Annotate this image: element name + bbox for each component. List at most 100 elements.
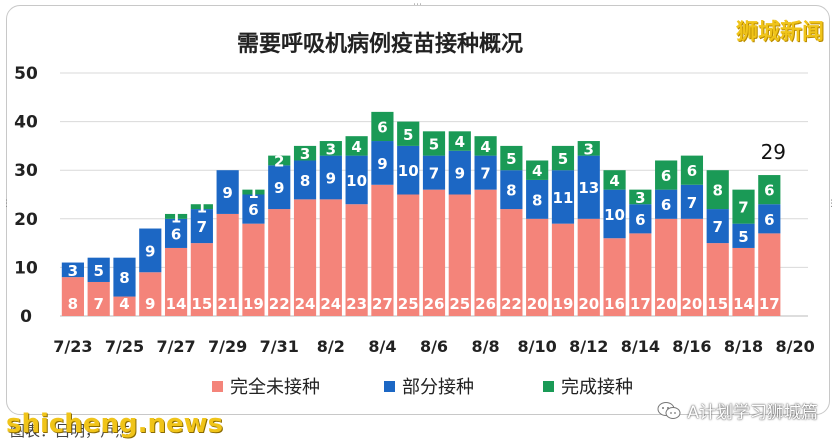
- legend: 完全未接种 部分接种 完成接种: [0, 373, 836, 399]
- legend-swatch-full: [543, 380, 554, 392]
- bar-full: [448, 131, 471, 151]
- bar-value-label: 2: [274, 152, 284, 170]
- bar-partial: [448, 150, 471, 195]
- bar-value-label: 9: [326, 169, 336, 187]
- bar-value-label: 8: [713, 182, 723, 200]
- bar-value-label: 9: [274, 179, 284, 197]
- bar-partial: [397, 145, 420, 195]
- bar-value-label: 3: [635, 189, 645, 207]
- y-tick-label: 0: [20, 307, 32, 327]
- legend-label-unvaccinated: 完全未接种: [230, 377, 320, 398]
- bar-unvaccinated: [732, 247, 755, 316]
- y-tick-label: 20: [14, 210, 38, 230]
- bar-value-label: 9: [455, 165, 465, 183]
- bar-value-label: 9: [145, 295, 155, 313]
- bar-full: [293, 145, 317, 161]
- bar-value-label: 13: [578, 179, 599, 197]
- bar-partial: [319, 155, 342, 200]
- bar-value-label: 24: [295, 295, 316, 313]
- bar-value-label: 8: [119, 269, 129, 287]
- bar-full: [680, 155, 704, 185]
- bar-value-label: 14: [166, 295, 187, 313]
- bar-unvaccinated: [706, 243, 729, 316]
- bar-partial: [655, 189, 678, 219]
- resize-handle-right[interactable]: ⋮: [827, 199, 836, 209]
- bar-partial: [474, 155, 497, 190]
- bar-value-label: 8: [506, 182, 516, 200]
- bar-value-label: 4: [480, 138, 490, 156]
- bar-unvaccinated: [680, 218, 704, 316]
- bar-partial: [629, 204, 652, 234]
- bar-value-label: 10: [398, 162, 419, 180]
- bar-partial: [603, 189, 626, 239]
- bar-value-label: 8: [532, 191, 542, 209]
- bar-value-label: 10: [604, 206, 625, 224]
- bar-partial: [500, 170, 523, 210]
- legend-item-partial: 部分接种: [384, 373, 474, 399]
- chart-caption: 图表：吕明，卢杰: [10, 422, 131, 440]
- bar-value-label: 6: [171, 225, 181, 243]
- bar-full: [474, 136, 497, 156]
- bar-value-label: 4: [455, 133, 465, 151]
- bar-value-label: 8: [68, 295, 78, 313]
- bar-unvaccinated: [474, 189, 497, 316]
- bar-value-label: 6: [377, 118, 387, 136]
- bar-partial: [706, 209, 729, 244]
- bar-value-label: 6: [687, 162, 697, 180]
- bar-partial: [293, 160, 317, 200]
- bar-full: [268, 155, 291, 166]
- bar-value-label: 9: [222, 184, 232, 202]
- bar-value-label: 23: [346, 295, 367, 313]
- bar-unvaccinated: [164, 247, 188, 316]
- bar-full: [706, 170, 729, 210]
- bar-value-label: 9: [377, 155, 387, 173]
- legend-swatch-partial: [384, 380, 395, 392]
- bar-partial: [242, 194, 265, 224]
- bar-unvaccinated: [242, 223, 265, 316]
- bar-partial: [164, 218, 188, 248]
- bar-value-label: 3: [300, 145, 310, 163]
- bar-value-label: 1: [197, 199, 207, 217]
- x-tick-label: 8/12: [569, 337, 608, 356]
- wechat-icon: [657, 401, 681, 419]
- bar-unvaccinated: [371, 184, 394, 316]
- bar-value-label: 7: [429, 165, 439, 183]
- bar-value-label: 5: [738, 228, 748, 246]
- resize-handle-top[interactable]: ⋯: [413, 0, 422, 10]
- bar-unvaccinated: [216, 213, 239, 316]
- x-tick-label: 8/10: [518, 337, 557, 356]
- bar-unvaccinated: [61, 277, 84, 316]
- bar-full: [551, 145, 575, 171]
- bar-full: [242, 189, 265, 195]
- bar-unvaccinated: [268, 209, 291, 316]
- bar-partial: [87, 257, 110, 282]
- bar-value-label: 5: [93, 262, 103, 280]
- bar-full: [655, 160, 678, 190]
- x-tick-label: 8/20: [775, 337, 814, 356]
- bar-unvaccinated: [629, 233, 652, 316]
- bar-value-label: 19: [243, 295, 264, 313]
- x-tick-label: 8/4: [368, 337, 396, 356]
- legend-swatch-unvaccinated: [212, 380, 223, 392]
- bar-partial: [216, 170, 239, 214]
- y-tick-label: 30: [14, 161, 38, 181]
- x-tick-label: 8/8: [472, 337, 500, 356]
- bar-unvaccinated: [293, 199, 317, 316]
- bar-partial: [61, 262, 84, 278]
- bar-value-label: 20: [656, 295, 677, 313]
- bar-unvaccinated: [319, 199, 342, 316]
- bar-value-label: 7: [713, 218, 723, 236]
- x-tick-label: 7/23: [53, 337, 92, 356]
- resize-handle-left[interactable]: ⋮: [2, 199, 11, 209]
- x-tick-label: 8/16: [672, 337, 711, 356]
- bar-unvaccinated: [577, 218, 600, 316]
- legend-label-full: 完成接种: [561, 377, 633, 398]
- bar-value-label: 17: [630, 295, 651, 313]
- bar-value-label: 25: [449, 295, 470, 313]
- bar-value-label: 14: [733, 295, 754, 313]
- y-tick-label: 10: [14, 258, 38, 278]
- bar-unvaccinated: [139, 272, 162, 316]
- bar-unvaccinated: [345, 204, 368, 316]
- bar-value-label: 5: [506, 150, 516, 168]
- bar-partial: [139, 228, 162, 273]
